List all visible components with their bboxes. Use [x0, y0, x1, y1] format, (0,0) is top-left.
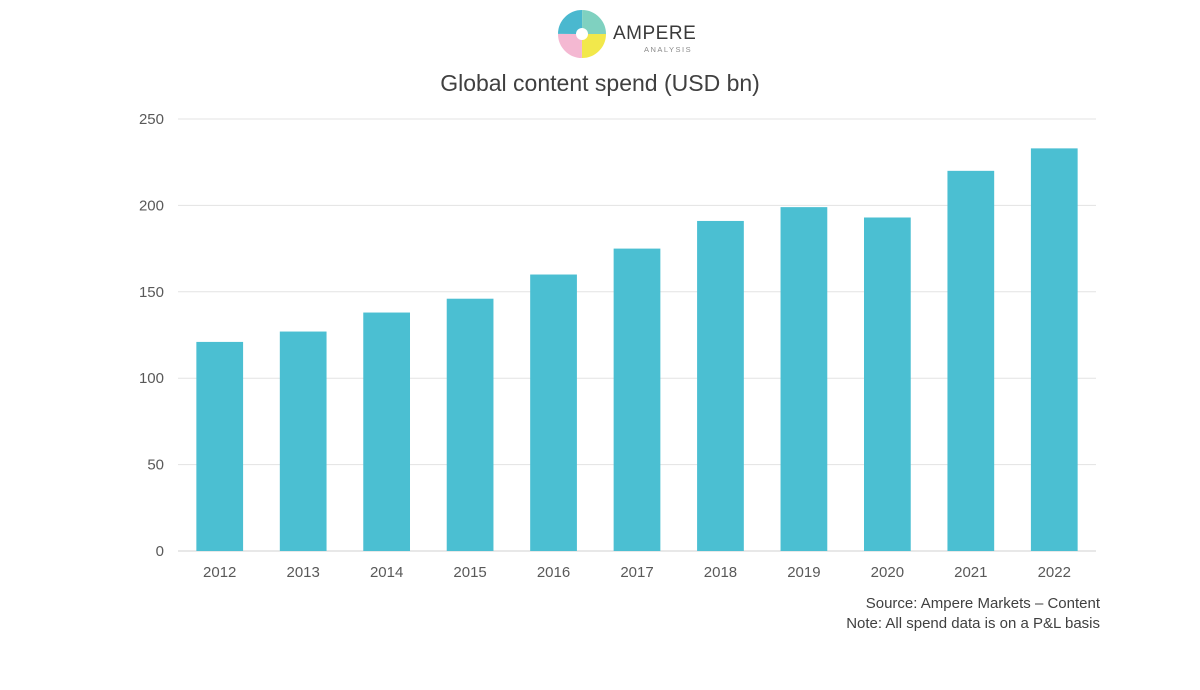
- x-tick-label: 2018: [704, 564, 737, 581]
- x-tick-label: 2013: [286, 564, 319, 581]
- x-tick-label: 2014: [370, 564, 403, 581]
- bar-2020: [863, 217, 911, 551]
- x-tick-label: 2015: [453, 564, 486, 581]
- x-axis: 2012 2013 2014 2015 2016 2017 2018 2019 2020 2021…: [203, 564, 1071, 581]
- ampere-logo-icon: [558, 10, 606, 58]
- bars: [196, 148, 1078, 552]
- brand-subtitle: ANALYSIS: [644, 45, 693, 54]
- bar-2016: [530, 274, 577, 551]
- bar-2022: [1030, 148, 1078, 551]
- x-tick-label: 2017: [620, 564, 653, 581]
- bar-2014: [363, 312, 411, 551]
- y-axis: 0 50 100 150 200 250: [139, 111, 164, 560]
- y-tick-label: 150: [139, 284, 164, 301]
- bar-2018: [697, 220, 744, 551]
- x-tick-label: 2022: [1038, 564, 1071, 581]
- y-tick-label: 200: [139, 197, 164, 214]
- brand-name: AMPERE: [613, 23, 697, 44]
- logo-segment-teal: [558, 10, 606, 58]
- x-tick-label: 2016: [537, 564, 570, 581]
- bar-2017: [613, 248, 661, 551]
- bar-2015: [446, 298, 494, 551]
- bar-2013: [279, 331, 327, 551]
- ampere-logo: AMPERE ANALYSIS: [558, 10, 708, 62]
- y-tick-label: 0: [156, 543, 164, 560]
- x-tick-label: 2012: [203, 564, 236, 581]
- chart-title: Global content spend (USD bn): [440, 70, 760, 96]
- source-note: Source: Ampere Markets – Content: [865, 595, 1100, 612]
- y-tick-label: 100: [139, 370, 164, 387]
- y-tick-label: 50: [147, 457, 164, 474]
- x-tick-label: 2020: [871, 564, 904, 581]
- bar-2012: [196, 341, 244, 551]
- bar-2019: [780, 207, 828, 552]
- y-tick-label: 250: [139, 111, 164, 128]
- x-tick-label: 2019: [787, 564, 820, 581]
- basis-note: Note: All spend data is on a P&L basis: [846, 615, 1100, 632]
- bar-2021: [947, 170, 995, 551]
- x-tick-label: 2021: [954, 564, 987, 581]
- logo-segment-pink: [558, 10, 606, 58]
- logo-center: [576, 28, 588, 40]
- logo-segment-blue: [558, 10, 606, 58]
